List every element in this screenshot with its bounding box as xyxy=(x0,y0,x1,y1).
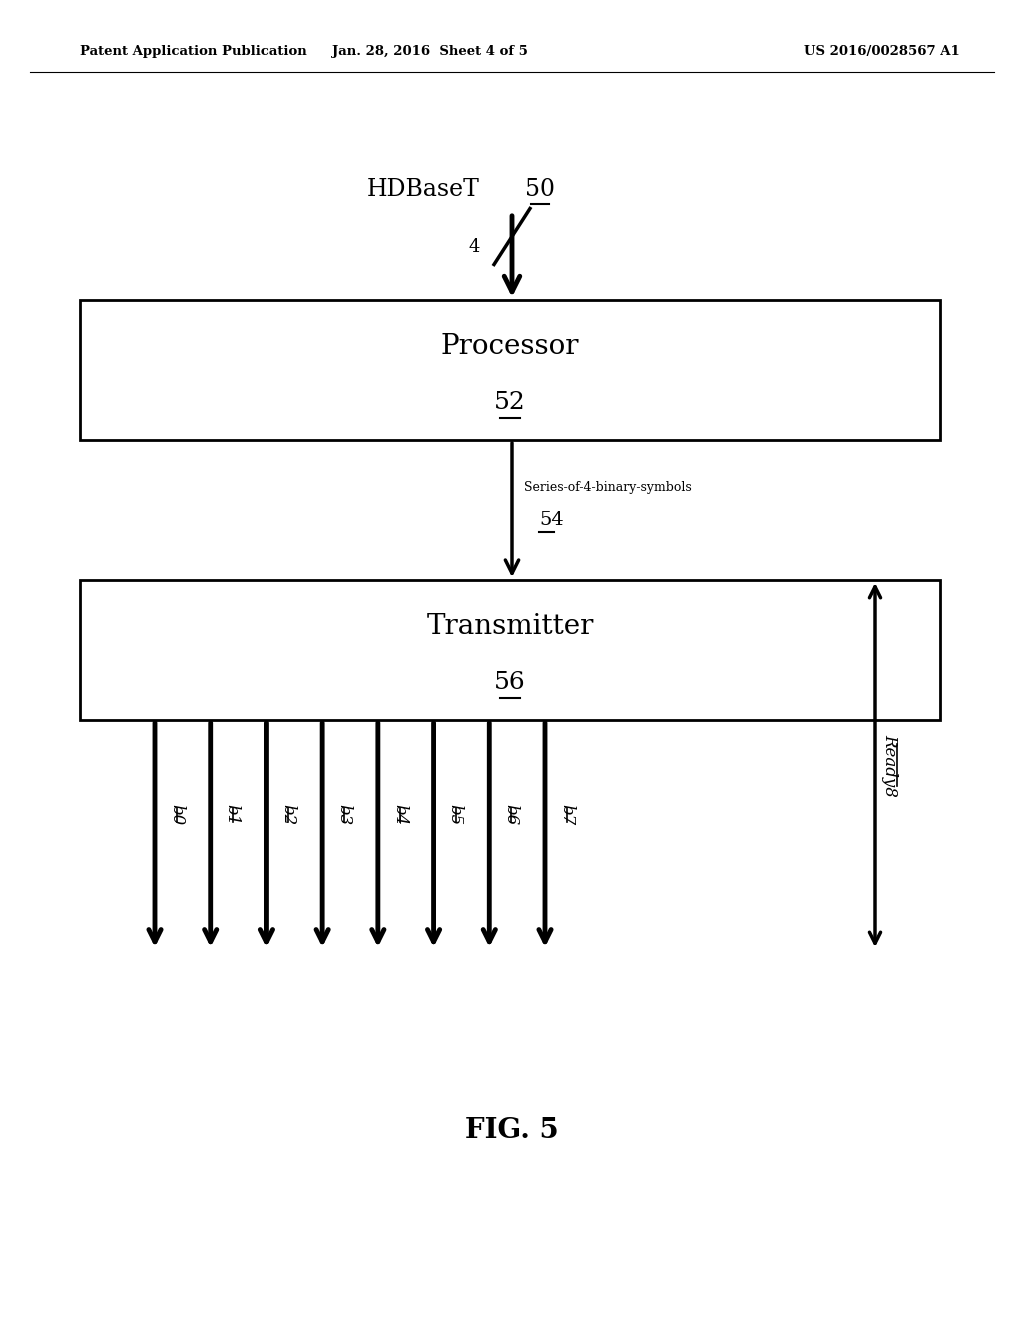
Text: Transmitter: Transmitter xyxy=(426,612,594,640)
Text: 56: 56 xyxy=(495,671,526,694)
Text: 52: 52 xyxy=(495,391,526,413)
Text: Ready8: Ready8 xyxy=(882,734,898,796)
Text: b6: b6 xyxy=(503,804,519,825)
Text: b5: b5 xyxy=(446,804,464,825)
Text: 50: 50 xyxy=(525,178,555,202)
Text: US 2016/0028567 A1: US 2016/0028567 A1 xyxy=(804,45,961,58)
Text: b2: b2 xyxy=(280,804,296,825)
Text: Series-of-4-binary-symbols: Series-of-4-binary-symbols xyxy=(524,482,692,495)
Text: b1: b1 xyxy=(223,804,241,825)
Text: 4: 4 xyxy=(468,238,479,256)
Text: Processor: Processor xyxy=(440,333,580,360)
Bar xyxy=(80,300,940,440)
Text: HDBaseT: HDBaseT xyxy=(368,178,480,202)
Bar xyxy=(80,579,940,719)
Text: b7: b7 xyxy=(558,804,575,825)
Text: 54: 54 xyxy=(539,511,564,529)
Text: b0: b0 xyxy=(168,804,185,825)
Text: Jan. 28, 2016  Sheet 4 of 5: Jan. 28, 2016 Sheet 4 of 5 xyxy=(332,45,528,58)
Text: Patent Application Publication: Patent Application Publication xyxy=(80,45,307,58)
Text: b3: b3 xyxy=(335,804,352,825)
Text: FIG. 5: FIG. 5 xyxy=(465,1117,559,1143)
Text: b4: b4 xyxy=(391,804,408,825)
